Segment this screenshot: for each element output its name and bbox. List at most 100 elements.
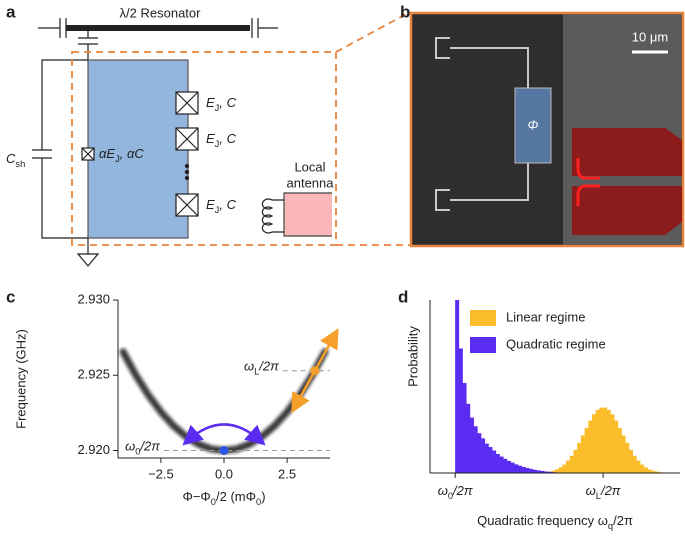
panel-label: c [6,287,15,306]
text-part: /2π [258,359,279,374]
x-axis-label: Φ−Φ0/2 (mΦ0) [182,489,265,507]
text-part: C [6,151,16,166]
alpha-junction-label: αEJ, αC [99,146,144,164]
x-axis-label: Quadratic frequency ωq/2π [477,513,633,531]
spectroscopy-line [119,348,329,455]
text-part: ω [586,483,596,498]
text-part: q [608,521,613,531]
resonator-label: λ/2 Resonator [120,5,202,20]
panel-b: b Φ 10 μm [400,2,685,248]
scale-bar-label: 10 μm [632,29,668,44]
bar [521,466,526,473]
y-axis-label: Probability [405,326,420,387]
bar [617,427,622,473]
bar [654,471,659,473]
marker-label: ω0/2π [125,439,160,457]
bar [466,403,471,473]
bar [632,455,637,473]
bar [569,455,574,473]
bar [462,383,467,473]
bar [551,470,556,473]
bar [555,469,559,473]
bar [543,471,548,473]
x-tick-label: −2.5 [148,466,174,481]
text-part: /2π [452,483,473,498]
text-part: , C [219,131,236,146]
oscillation-arrow [182,423,266,446]
legend-label: Linear regime [506,309,586,324]
x-tick-label: 2.5 [278,466,296,481]
bar [455,300,460,473]
y-tick-label: 2.925 [77,367,110,382]
bar [473,426,478,473]
panel-label: b [400,2,410,21]
text-part: Quadratic frequency ω [477,513,608,528]
text-part: 0 [448,491,453,501]
bar [481,438,486,473]
bar [566,460,571,473]
text-part: , C [219,95,236,110]
bar [647,469,652,473]
text-part: ) [261,489,265,504]
panel-label: d [398,287,408,306]
x-tick-label: ω0/2π [438,483,473,501]
bar [573,449,578,473]
marker [219,445,229,455]
bar [477,433,482,473]
text-part: /2π [600,483,621,498]
bar [621,435,626,473]
bar [606,409,611,473]
text-part: 0 [211,497,216,507]
text-part: 0 [256,497,261,507]
text-part: J [215,139,220,149]
bar [488,447,493,473]
bar [640,464,645,473]
bar [636,460,641,473]
bar [484,443,489,473]
bar [514,464,519,473]
bar [603,407,608,473]
bar [591,414,596,473]
bar [580,435,585,473]
antenna-label: antenna [287,175,335,190]
junction-label: EJ, C [206,131,237,149]
bar [595,409,600,473]
text-part: E [206,131,215,146]
text-part: , αC [120,146,145,161]
text-part: sh [15,159,25,169]
bar [547,471,552,473]
x-tick-label: 0.0 [215,466,233,481]
y-tick-label: 2.930 [77,291,110,306]
bar [495,453,500,473]
junction-label: EJ, C [206,95,237,113]
text-part: L [254,367,259,377]
bar [610,414,615,473]
text-part: , C [219,197,236,212]
text-part: E [206,95,215,110]
junction-label: EJ, C [206,197,237,215]
text-part: Φ−Φ [182,489,210,504]
bar [518,465,523,473]
bar [588,420,593,473]
text-part: J [115,154,120,164]
bar [558,467,563,473]
bar [599,407,604,473]
panel-a: a λ/2 Resonator Csh αEJ, αC EJ, C EJ, C … [6,2,411,267]
oscillation-arrow [291,328,339,414]
text-part: J [215,103,220,113]
text-part: /2 (mΦ [216,489,256,504]
bar [458,348,463,473]
text-part: /2π [139,439,160,454]
bar [492,450,497,473]
antenna-label: Local [294,159,325,174]
bar [510,462,515,473]
text-part: /2π [613,513,633,528]
text-part: 0 [135,447,140,457]
bar [532,469,537,473]
csh-label: Csh [6,151,25,169]
bar [651,470,656,473]
bar [525,467,530,473]
text-part: ω [244,359,254,374]
bar [614,420,619,473]
